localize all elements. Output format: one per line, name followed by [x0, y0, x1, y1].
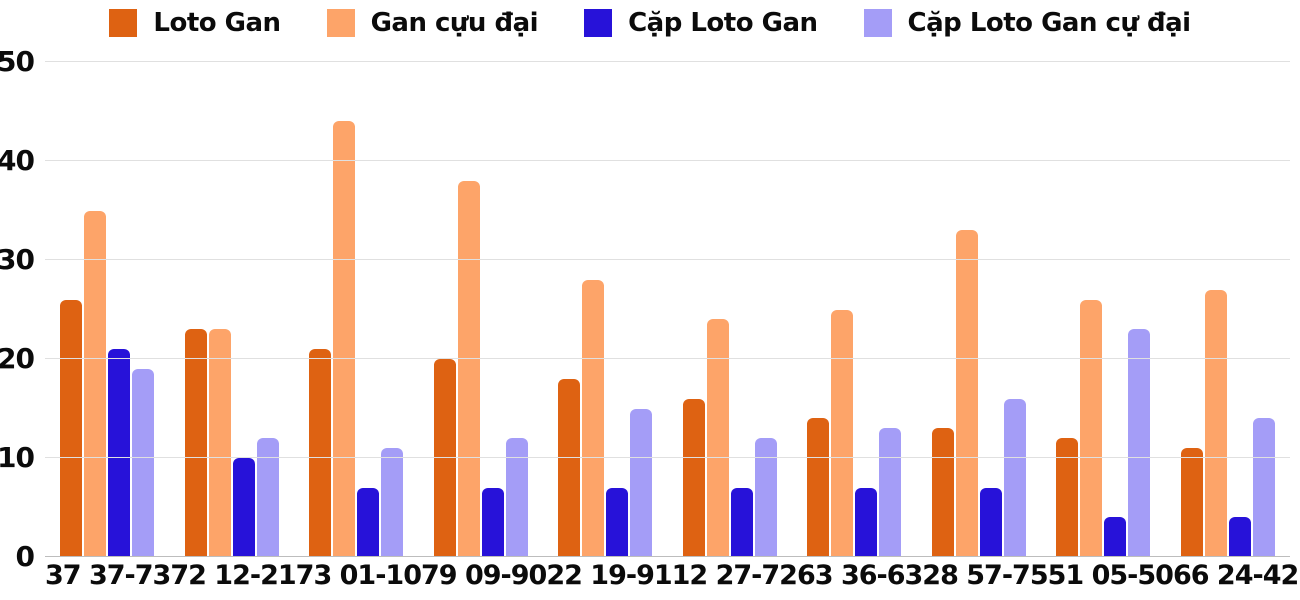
bar[interactable]	[955, 230, 978, 557]
bars-row	[45, 62, 1290, 557]
legend-item-4[interactable]: Cặp Loto Gan cự đại	[863, 8, 1192, 38]
bar-group	[543, 62, 668, 557]
bar[interactable]	[979, 487, 1002, 557]
gridline	[45, 259, 1290, 260]
bar[interactable]	[232, 458, 255, 557]
bar[interactable]	[505, 438, 528, 557]
plot-area	[45, 61, 1290, 557]
x-tick-label: 79 09-90	[420, 560, 547, 591]
y-tick-label: 40	[0, 144, 35, 177]
bar[interactable]	[381, 448, 404, 557]
gridline	[45, 358, 1290, 359]
bar[interactable]	[879, 428, 902, 557]
bar[interactable]	[630, 408, 653, 557]
bar[interactable]	[60, 299, 83, 557]
x-tick-label: 63 36-63	[796, 560, 923, 591]
x-axis: 37 37-73 72 12-21 73 01-10 79 09-90 22 19-91…	[45, 560, 1299, 592]
bar-group	[917, 62, 1042, 557]
x-tick-label: 12 27-72	[671, 560, 798, 591]
bar-group	[792, 62, 917, 557]
gridline	[45, 160, 1290, 161]
legend: Loto Gan Gan cựu đại Cặp Loto Gan Cặp Loto …	[0, 8, 1300, 38]
bar[interactable]	[558, 378, 581, 557]
legend-swatch-icon	[863, 9, 892, 37]
legend-item-2[interactable]: Gan cựu đại	[326, 8, 539, 38]
bar[interactable]	[1180, 448, 1203, 557]
bar[interactable]	[357, 487, 380, 557]
bar[interactable]	[1252, 418, 1275, 557]
legend-label: Cặp Loto Gan cự đại	[907, 8, 1192, 38]
bar[interactable]	[309, 349, 332, 557]
bar[interactable]	[1128, 329, 1151, 557]
bar-group	[668, 62, 793, 557]
bar[interactable]	[108, 349, 131, 557]
bar[interactable]	[706, 319, 729, 557]
bar[interactable]	[606, 487, 629, 557]
legend-swatch-icon	[584, 9, 613, 37]
bar[interactable]	[1080, 299, 1103, 557]
bar-group	[419, 62, 544, 557]
y-axis: 0 10 20 30 40 50	[0, 48, 38, 571]
bar[interactable]	[1204, 289, 1227, 557]
bar[interactable]	[855, 487, 878, 557]
legend-label: Loto Gan	[153, 8, 281, 38]
legend-item-3[interactable]: Cặp Loto Gan	[584, 8, 818, 38]
gridline	[45, 457, 1290, 458]
bar[interactable]	[481, 487, 504, 557]
bar-group	[1166, 62, 1291, 557]
legend-label: Gan cựu đại	[370, 8, 539, 38]
bar[interactable]	[457, 180, 480, 557]
y-tick-label: 10	[0, 441, 35, 474]
x-tick-label: 72 12-21	[170, 560, 296, 591]
bar[interactable]	[256, 438, 279, 557]
legend-label: Cặp Loto Gan	[628, 8, 818, 38]
gridline	[45, 556, 1290, 557]
x-tick-label: 22 19-91	[546, 560, 672, 591]
bar[interactable]	[931, 428, 954, 557]
bar[interactable]	[682, 398, 705, 557]
bar[interactable]	[132, 368, 155, 557]
legend-swatch-icon	[109, 9, 138, 37]
bar[interactable]	[582, 279, 605, 557]
bar[interactable]	[754, 438, 777, 557]
bar-group	[294, 62, 419, 557]
x-tick-label: 37 37-73	[45, 560, 171, 591]
bar[interactable]	[208, 329, 231, 557]
y-tick-label: 30	[0, 243, 35, 276]
bar[interactable]	[1003, 398, 1026, 557]
x-tick-label: 51 05-50	[1047, 560, 1174, 591]
legend-item-1[interactable]: Loto Gan	[109, 8, 281, 38]
bar-group	[170, 62, 295, 557]
legend-swatch-icon	[326, 9, 355, 37]
y-tick-label: 20	[0, 342, 35, 375]
y-tick-label: 50	[0, 45, 35, 78]
bar[interactable]	[84, 210, 107, 557]
x-tick-label: 28 57-75	[922, 560, 1048, 591]
bar[interactable]	[1228, 517, 1251, 557]
bar[interactable]	[184, 329, 207, 557]
bar[interactable]	[730, 487, 753, 557]
bar[interactable]	[807, 418, 830, 557]
bar[interactable]	[1056, 438, 1079, 557]
x-tick-label: 73 01-10	[295, 560, 422, 591]
bar-group	[1041, 62, 1166, 557]
bar[interactable]	[1104, 517, 1127, 557]
gridline	[45, 61, 1290, 62]
bar-group	[45, 62, 170, 557]
bar[interactable]	[831, 309, 854, 557]
bar[interactable]	[333, 121, 356, 557]
x-tick-label: 66 24-42	[1172, 560, 1299, 591]
bar[interactable]	[433, 359, 456, 557]
y-tick-label: 0	[15, 540, 36, 573]
